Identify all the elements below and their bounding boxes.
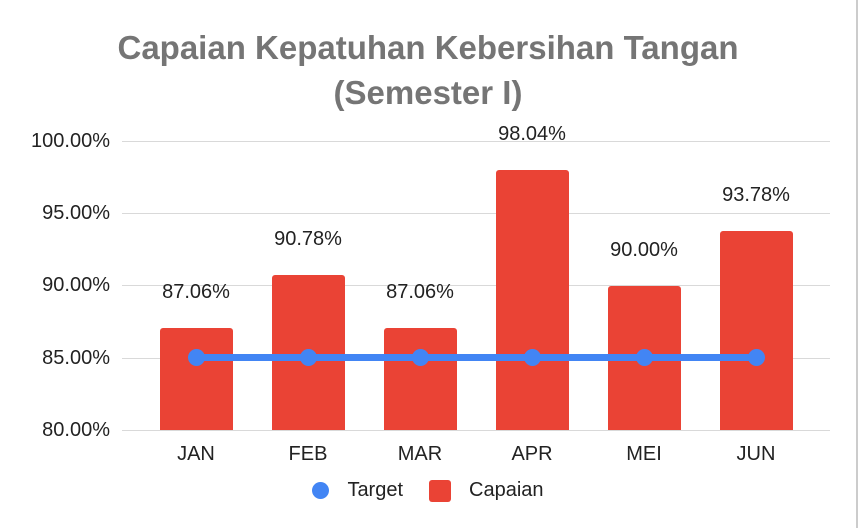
target-swatch-icon — [312, 482, 330, 499]
x-tick-label-apr: APR — [511, 443, 553, 465]
x-tick-label-jan: JAN — [177, 443, 215, 465]
target-line — [196, 354, 756, 361]
x-tick-label-feb: FEB — [288, 443, 328, 465]
y-tick-label-80: 80.00% — [42, 419, 110, 441]
legend-label-target: Target — [347, 479, 404, 501]
capaian-swatch-icon — [429, 479, 452, 502]
bar-value-label-mar: 87.06% — [386, 281, 454, 303]
legend-item-capaian: Capaian — [429, 479, 544, 502]
target-point-apr — [524, 349, 541, 366]
chart-title-line2: (Semester I) — [333, 74, 523, 111]
legend-item-target: Target — [312, 479, 403, 502]
y-tick-label-90: 90.00% — [42, 274, 110, 296]
legend-label-capaian: Capaian — [469, 479, 544, 501]
gridline-90 — [122, 285, 830, 286]
bar-value-label-apr: 98.04% — [498, 123, 566, 145]
target-point-mar — [412, 349, 429, 366]
y-tick-label-100: 100.00% — [31, 130, 110, 152]
gridline-100 — [122, 141, 830, 142]
x-tick-label-jun: JUN — [736, 443, 776, 465]
y-tick-label-95: 95.00% — [42, 202, 110, 224]
bar-value-label-jan: 87.06% — [162, 281, 230, 303]
x-tick-label-mar: MAR — [397, 443, 443, 465]
target-point-jun — [748, 349, 765, 366]
x-tick-label-mei: MEI — [626, 443, 662, 465]
y-tick-label-85: 85.00% — [42, 347, 110, 369]
bar-mar — [384, 328, 457, 430]
target-point-feb — [300, 349, 317, 366]
bar-value-label-mei: 90.00% — [610, 239, 678, 261]
bar-jun — [720, 231, 793, 430]
chart-title-line1: Capaian Kepatuhan Kebersihan Tangan — [117, 29, 739, 66]
chart-title: Capaian Kepatuhan Kebersihan Tangan (Sem… — [0, 25, 856, 115]
bar-value-label-jun: 93.78% — [722, 184, 790, 206]
bar-apr — [496, 170, 569, 430]
gridline-95 — [122, 213, 830, 214]
target-point-mei — [636, 349, 653, 366]
bar-value-label-feb: 90.78% — [274, 228, 342, 250]
target-point-jan — [188, 349, 205, 366]
axis-baseline — [122, 430, 830, 431]
bar-jan — [160, 328, 233, 430]
legend: Target Capaian — [0, 479, 856, 502]
